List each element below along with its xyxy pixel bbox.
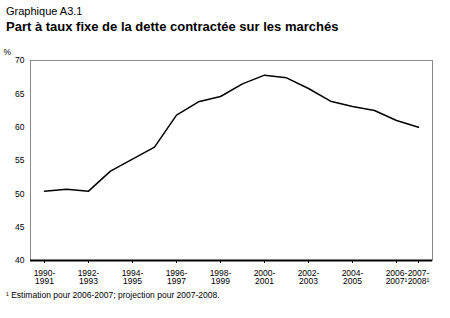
svg-text:2007-2008¹: 2007-2008¹ bbox=[408, 268, 430, 287]
svg-text:40: 40 bbox=[15, 255, 25, 265]
html-text:¹ Estimation pour 2006-2007; p: ¹ Estimation pour 2006-2007; projection … bbox=[6, 290, 220, 300]
svg-text:65: 65 bbox=[15, 89, 25, 99]
svg-text:2000-2001: 2000-2001 bbox=[254, 268, 276, 287]
svg-text:55: 55 bbox=[15, 155, 25, 165]
svg-text:1998-1999: 1998-1999 bbox=[210, 268, 232, 287]
svg-text:2004-2005: 2004-2005 bbox=[342, 268, 364, 287]
svg-text:50: 50 bbox=[15, 189, 25, 199]
svg-text:2002-2003: 2002-2003 bbox=[298, 268, 320, 287]
svg-text:1990-1991: 1990-1991 bbox=[34, 268, 56, 287]
svg-text:60: 60 bbox=[15, 122, 25, 132]
svg-text:70: 70 bbox=[15, 55, 25, 65]
svg-text:2006-2007¹: 2006-2007¹ bbox=[386, 268, 408, 287]
svg-text:45: 45 bbox=[15, 222, 25, 232]
svg-text:1992-1993: 1992-1993 bbox=[78, 268, 100, 287]
svg-text:%: % bbox=[4, 47, 12, 57]
svg-text:1996-1997: 1996-1997 bbox=[166, 268, 188, 287]
svg-text:1994-1995: 1994-1995 bbox=[122, 268, 144, 287]
html-text:Part à taux fixe de la dette c: Part à taux fixe de la dette contractée … bbox=[6, 19, 339, 34]
html-text:Graphique A3.1: Graphique A3.1 bbox=[6, 5, 83, 17]
